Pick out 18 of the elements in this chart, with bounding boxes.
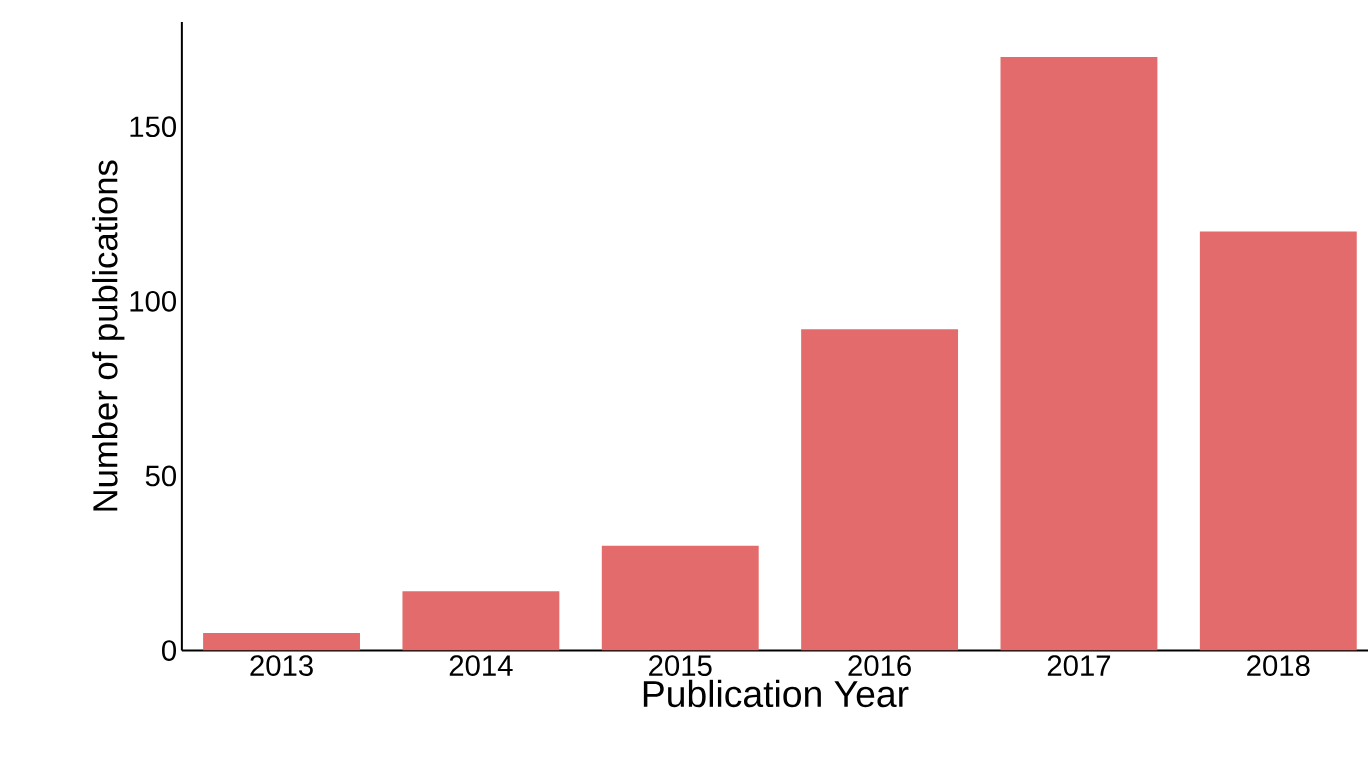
x-tick-label: 2014 <box>449 655 513 676</box>
x-tick-label: 2016 <box>848 655 911 676</box>
x-tick-label: 2013 <box>250 655 313 676</box>
y-tick-label: 0 <box>162 639 177 661</box>
bar <box>801 329 959 651</box>
y-tick-label: 150 <box>130 116 176 137</box>
y-axis-title: Number of publications <box>92 160 125 511</box>
x-axis-title: Publication Year <box>643 679 909 707</box>
x-tick-label: 2015 <box>649 655 712 676</box>
bar <box>601 545 759 651</box>
bar <box>402 590 560 651</box>
bar <box>1199 231 1357 651</box>
bar <box>203 632 360 651</box>
x-tick-label: 2018 <box>1247 655 1310 676</box>
y-tick-label: 50 <box>145 465 177 487</box>
bar <box>1000 56 1158 651</box>
x-tick-label: 2017 <box>1047 655 1111 676</box>
y-tick-label: 100 <box>130 290 176 312</box>
